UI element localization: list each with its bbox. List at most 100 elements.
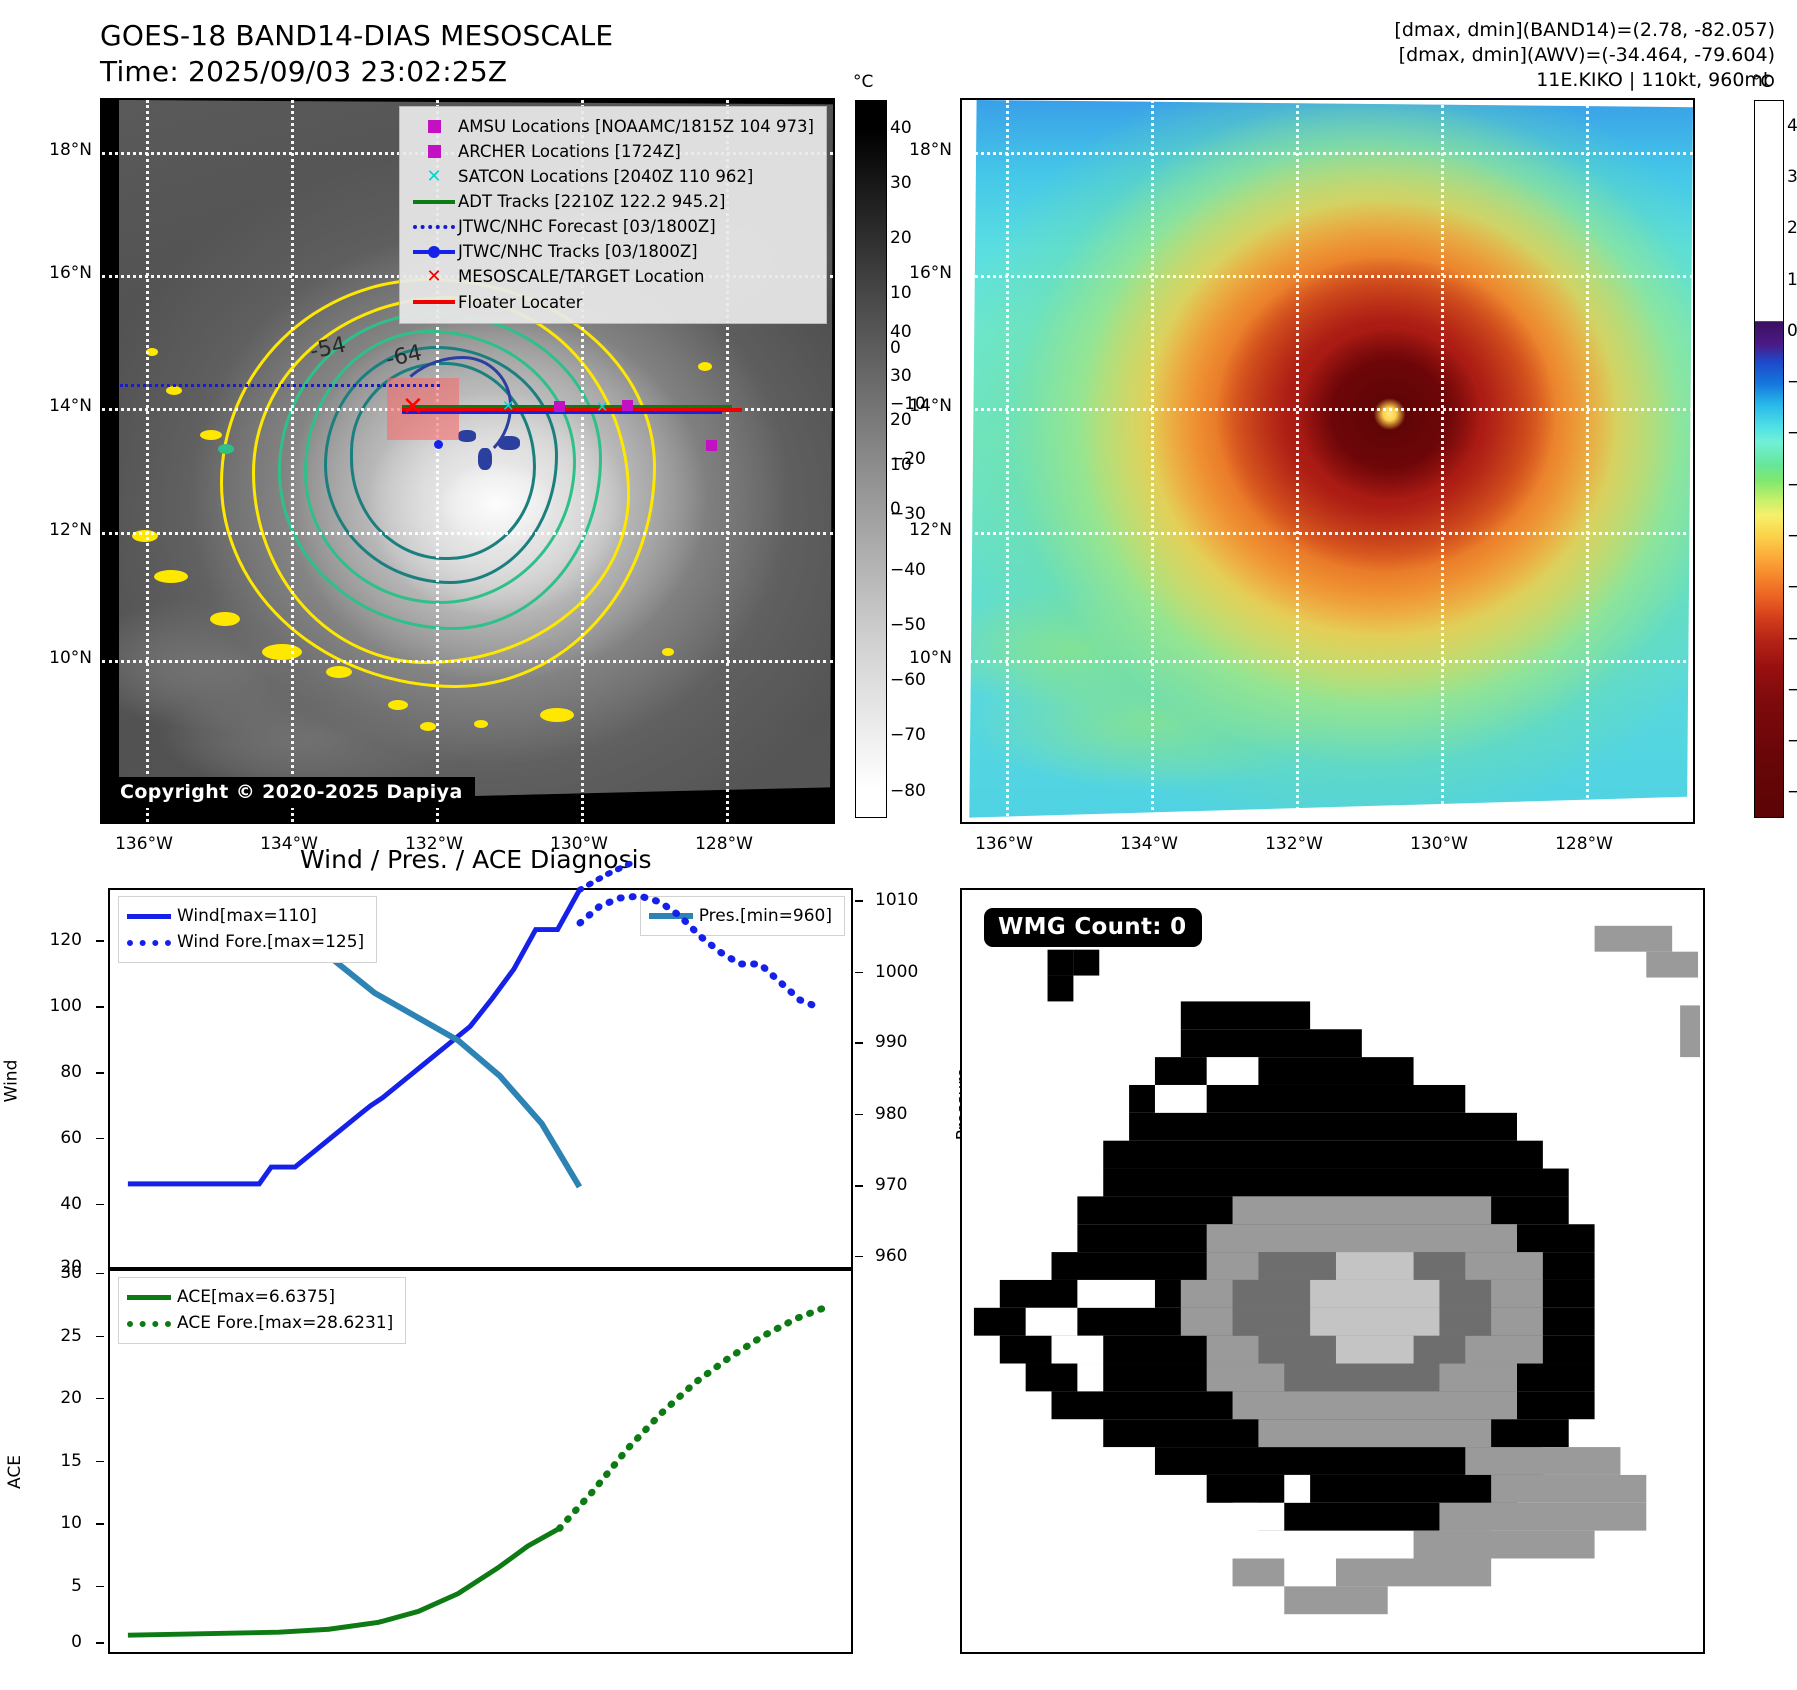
legend-label: MESOSCALE/TARGET Location	[458, 267, 705, 287]
legend-item-satcon[interactable]: ✕ SATCON Locations [2040Z 110 962]	[410, 164, 814, 189]
awv-colorbar[interactable]	[1754, 100, 1784, 818]
lon-tick: 130°W	[1410, 834, 1468, 854]
legend-item-forecast[interactable]: JTWC/NHC Forecast [03/1800Z]	[410, 214, 814, 239]
page-title: GOES-18 BAND14-DIAS MESOSCALE Time: 2025…	[100, 18, 800, 91]
jtwc-track-point	[434, 440, 443, 449]
legend-item-adt[interactable]: ADT Tracks [2210Z 122.2 945.2]	[410, 189, 814, 214]
legend-label: ACE[max=6.6375]	[177, 1287, 335, 1307]
blue-dotted-line-icon	[127, 939, 177, 946]
lat-tick: 14°N	[909, 396, 952, 416]
cb-tick-m50: −50	[1787, 577, 1797, 598]
wind-tick: 60	[60, 1127, 82, 1148]
ir-satellite-panel[interactable]: -54 -64 ✕ ✕ ✕ AMSU Locations [NOAAMC/181…	[100, 98, 835, 824]
wmg-count-badge: WMG Count: 0	[984, 908, 1203, 947]
legend-label: ACE Fore.[max=28.6231]	[177, 1313, 394, 1334]
cb-tick-m20: −20	[1787, 423, 1797, 444]
pressure-legend[interactable]: Pres.[min=960]	[639, 896, 845, 937]
cb-tick-10: 10	[1787, 269, 1797, 290]
ace-tick: 30	[60, 1262, 82, 1283]
pres-tick: 980	[875, 1103, 908, 1124]
lon-tick: 128°W	[1555, 834, 1613, 854]
legend-item-ace[interactable]: ACE[max=6.6375]	[127, 1284, 393, 1310]
legend-item-wind[interactable]: Wind[max=110]	[127, 903, 364, 929]
pressure-y-axis: 1010 1000 990 980 970 960 Pressure	[853, 888, 973, 1269]
lon-tick: 132°W	[1265, 834, 1323, 854]
gridline-lon-132w	[1296, 100, 1299, 822]
wind-tick: 120	[49, 930, 82, 951]
lat-tick: 16°N	[909, 263, 952, 283]
cb-tick: 0	[890, 498, 901, 519]
lon-tick: 136°W	[975, 834, 1033, 854]
awv-lat-axis: 18°N 16°N 14°N 12°N 10°N	[860, 98, 952, 824]
legend-item-mesoscale[interactable]: ✕ MESOSCALE/TARGET Location	[410, 264, 814, 289]
legend-item-pressure[interactable]: Pres.[min=960]	[648, 903, 832, 929]
ace-tick: 10	[60, 1513, 82, 1534]
contour-blob	[474, 720, 488, 728]
mesoscale-target-marker: ✕	[402, 392, 424, 422]
gridline-lon-134w	[1151, 100, 1154, 822]
diagnosis-title: Wind / Pres. / ACE Diagnosis	[300, 845, 652, 874]
legend-label: JTWC/NHC Forecast [03/1800Z]	[458, 217, 716, 237]
legend-item-amsu[interactable]: AMSU Locations [NOAAMC/1815Z 104 973]	[410, 114, 814, 139]
wind-tick: 100	[49, 996, 82, 1017]
lat-tick: 16°N	[49, 263, 92, 283]
legend-item-archer[interactable]: ARCHER Locations [1724Z]	[410, 139, 814, 164]
header-info: [dmax, dmin](BAND14)=(2.78, -82.057) [dm…	[1394, 18, 1775, 93]
cb-tick-30: 30	[1787, 166, 1797, 187]
lon-tick: 130°W	[550, 834, 608, 854]
satcon-location-marker: ✕	[596, 398, 609, 416]
amsu-location-marker	[622, 400, 633, 411]
ace-legend[interactable]: ACE[max=6.6375] ACE Fore.[max=28.6231]	[118, 1277, 407, 1344]
ir-colorbar[interactable]	[855, 100, 887, 818]
contour-blob	[146, 348, 158, 356]
wmg-panel[interactable]: WMG Count: 0	[960, 888, 1705, 1654]
cb-tick-20: 20	[1787, 218, 1797, 239]
legend-item-jtwc-tracks[interactable]: JTWC/NHC Tracks [03/1800Z]	[410, 239, 814, 264]
gridline-lat-16n	[962, 275, 1693, 278]
wind-legend[interactable]: Wind[max=110] Wind Fore.[max=125]	[118, 896, 378, 963]
lon-tick: 132°W	[405, 834, 463, 854]
gridline-lon-132w	[436, 100, 439, 822]
lat-tick: 14°N	[49, 396, 92, 416]
legend-item-wind-forecast[interactable]: Wind Fore.[max=125]	[127, 929, 364, 955]
contour-blob	[662, 648, 674, 656]
awv-lon-axis: 136°W 134°W 132°W 130°W 128°W	[960, 834, 1695, 860]
wmg-white-gap-cells	[1025, 1057, 1311, 1531]
awv-satellite-panel[interactable]	[960, 98, 1695, 824]
wind-pressure-chart[interactable]: Wind[max=110] Wind Fore.[max=125] Pres.[…	[108, 857, 853, 1269]
adt-track-line	[402, 405, 732, 408]
cb-tick-40: 40	[1787, 115, 1797, 136]
ace-forecast-line	[556, 1305, 826, 1532]
ir-panel-legend[interactable]: AMSU Locations [NOAAMC/1815Z 104 973] AR…	[399, 106, 827, 324]
contour-blob	[388, 700, 408, 710]
cb-tick-m30: −30	[1787, 474, 1797, 495]
floater-locater-line	[402, 408, 742, 412]
ir-colorbar-ticks: 40 30 20 10 0	[890, 100, 960, 818]
legend-label: AMSU Locations [NOAAMC/1815Z 104 973]	[458, 117, 814, 136]
legend-label: Floater Locater	[458, 292, 583, 312]
legend-item-ace-forecast[interactable]: ACE Fore.[max=28.6231]	[127, 1310, 393, 1336]
legend-label: ARCHER Locations [1724Z]	[458, 142, 681, 162]
magenta-square-marker-icon	[410, 145, 458, 159]
blue-dotted-line-icon	[410, 224, 458, 229]
contour-blob	[200, 430, 222, 440]
ace-tick: 20	[60, 1387, 82, 1408]
ace-tick: 15	[60, 1450, 82, 1471]
cb-tick-m90: −90	[1787, 782, 1797, 803]
awv-colorbar-ticks: 40 30 20 10 0 −10 −20 −30 −40 −50 −60 −7…	[1787, 100, 1797, 818]
contour-blob	[540, 708, 574, 722]
awv-colorbar-unit: °C	[1752, 72, 1773, 92]
legend-label: ADT Tracks [2210Z 122.2 945.2]	[458, 192, 726, 212]
gridline-lon-134w	[291, 100, 294, 822]
legend-label: Wind[max=110]	[177, 906, 317, 926]
ace-tick: 25	[60, 1325, 82, 1346]
gridline-lon-130w	[1441, 100, 1444, 822]
title-line-2: Time: 2025/09/03 23:02:25Z	[100, 55, 508, 89]
legend-item-floater[interactable]: Floater Locater	[410, 290, 814, 315]
lat-tick: 18°N	[909, 140, 952, 160]
cb-tick: 10	[890, 454, 912, 475]
contour-blob	[458, 430, 476, 442]
ace-chart[interactable]: ACE[max=6.6375] ACE Fore.[max=28.6231]	[108, 1269, 853, 1654]
cb-tick: 20	[890, 410, 912, 431]
contour-blob	[326, 666, 352, 678]
